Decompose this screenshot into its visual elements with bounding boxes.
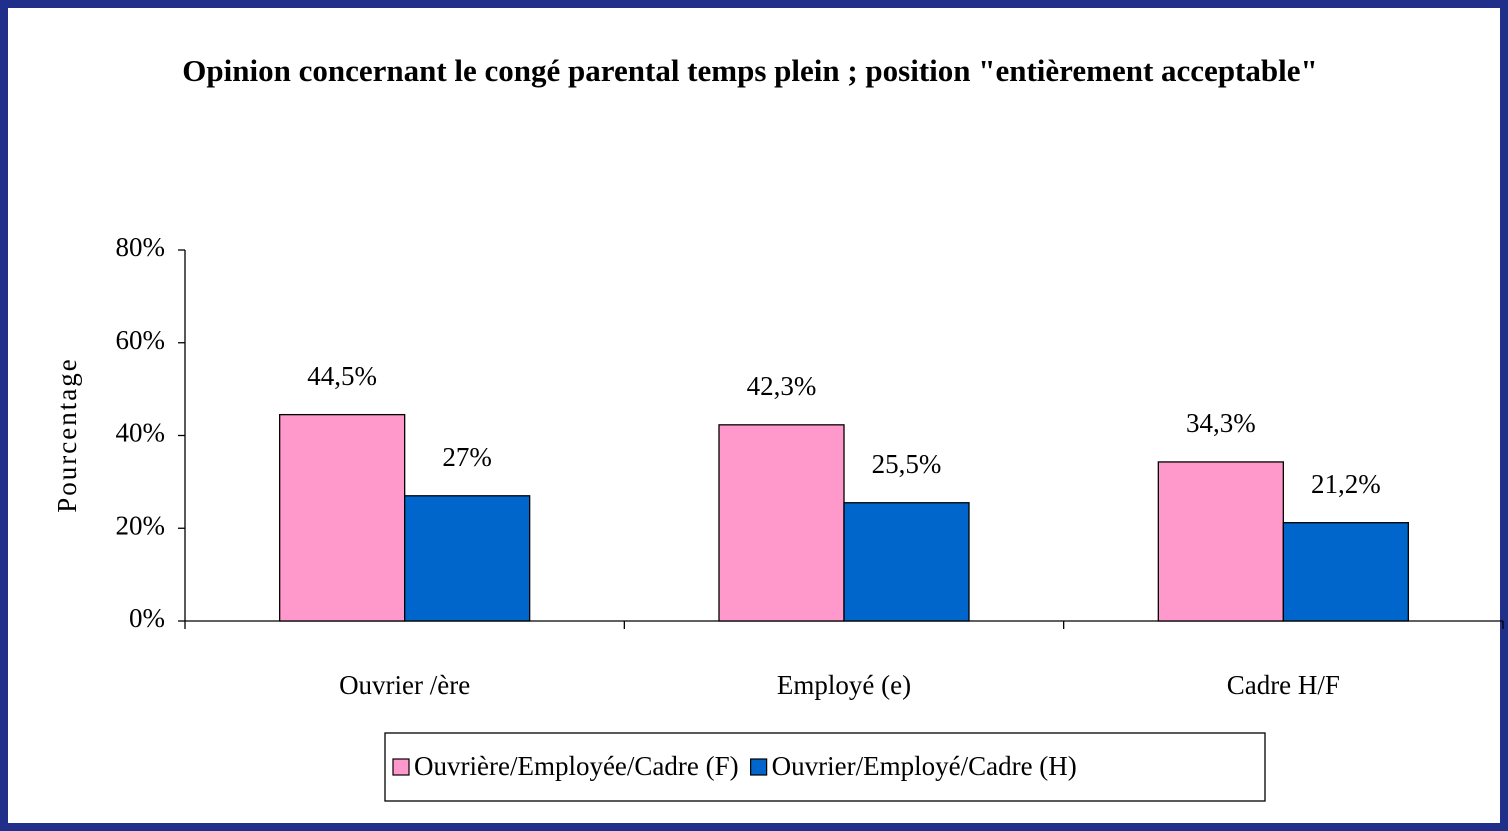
legend-box (384, 732, 1266, 802)
y-tick-label: 60% (116, 325, 166, 355)
legend-label: Ouvrier/Employé/Cadre (H) (772, 751, 1077, 781)
data-label: 42,3% (747, 371, 817, 401)
data-label: 25,5% (872, 449, 942, 479)
bar (279, 413, 406, 622)
legend-label: Ouvrière/Employée/Cadre (F) (414, 751, 739, 781)
legend-swatch (750, 758, 768, 776)
chart-title: Opinion concernant le congé parental tem… (182, 53, 1318, 88)
bar (1282, 522, 1409, 622)
x-tick-label: Cadre H/F (1227, 670, 1340, 700)
data-label: 27% (442, 442, 492, 472)
y-tick-label: 80% (116, 232, 166, 262)
y-tick-label: 40% (116, 418, 166, 448)
legend-swatch (392, 758, 410, 776)
bar (1157, 461, 1284, 622)
data-label: 34,3% (1186, 408, 1256, 438)
x-tick-label: Ouvrier /ère (339, 670, 470, 700)
data-label: 44,5% (307, 361, 377, 391)
bar (718, 424, 845, 622)
x-tick-label: Employé (e) (777, 670, 911, 700)
y-axis-label: Pourcentage (52, 357, 82, 512)
y-tick-label: 20% (116, 510, 166, 540)
bar (404, 495, 531, 622)
bar (843, 502, 970, 622)
data-label: 21,2% (1311, 469, 1381, 499)
y-tick-label: 0% (129, 603, 165, 633)
